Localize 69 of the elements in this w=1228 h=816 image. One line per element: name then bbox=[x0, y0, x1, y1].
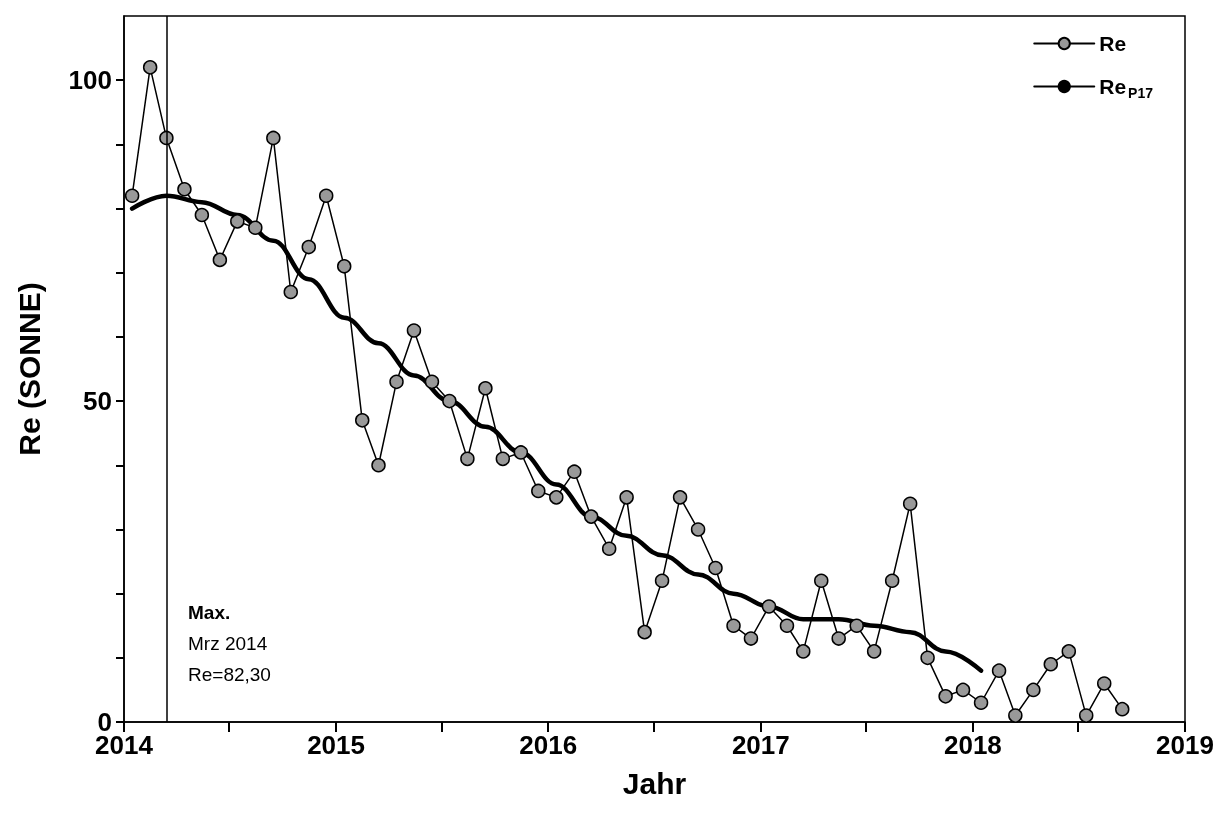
point bbox=[1043, 656, 1059, 672]
point bbox=[424, 374, 440, 390]
point bbox=[301, 239, 317, 255]
point bbox=[955, 682, 971, 698]
point bbox=[513, 445, 529, 460]
point bbox=[779, 618, 795, 633]
x-tick-label: 2016 bbox=[519, 730, 578, 760]
point bbox=[991, 663, 1007, 678]
point bbox=[902, 496, 918, 512]
point bbox=[938, 689, 953, 704]
point bbox=[531, 483, 546, 499]
point bbox=[194, 207, 210, 223]
point bbox=[619, 490, 634, 505]
point bbox=[212, 252, 228, 268]
y-axis-title: Re (SONNE) bbox=[12, 282, 46, 456]
point bbox=[849, 618, 864, 633]
annotation: Mrz 2014 bbox=[188, 633, 268, 654]
annotation: Max. bbox=[188, 602, 231, 623]
x-axis-title: Jahr bbox=[622, 766, 687, 800]
x-tick-label: 2017 bbox=[731, 730, 790, 760]
point bbox=[478, 381, 493, 396]
point bbox=[884, 573, 900, 589]
x-tick-label: 2018 bbox=[943, 730, 1002, 760]
x-tick-label: 2019 bbox=[1156, 730, 1214, 760]
point bbox=[672, 490, 688, 505]
point bbox=[230, 214, 245, 229]
point bbox=[124, 188, 140, 203]
point bbox=[920, 650, 935, 666]
legend-label: Re bbox=[1099, 32, 1127, 55]
point bbox=[177, 182, 192, 197]
point bbox=[442, 393, 457, 409]
point bbox=[814, 573, 829, 589]
annotation: Re=82,30 bbox=[188, 664, 271, 685]
point bbox=[389, 374, 404, 390]
point bbox=[1097, 676, 1112, 691]
point bbox=[1008, 708, 1023, 723]
point bbox=[726, 618, 741, 633]
point bbox=[495, 451, 511, 467]
point bbox=[1078, 708, 1094, 723]
point bbox=[318, 188, 334, 203]
point bbox=[796, 644, 811, 659]
point bbox=[248, 220, 263, 236]
point bbox=[690, 522, 706, 537]
point bbox=[142, 60, 158, 75]
y-tick-label: 100 bbox=[68, 65, 112, 96]
point bbox=[708, 560, 723, 576]
point bbox=[460, 451, 475, 467]
point bbox=[336, 259, 352, 274]
point bbox=[654, 573, 670, 589]
point bbox=[549, 490, 564, 505]
point bbox=[761, 599, 777, 614]
point bbox=[1061, 644, 1077, 659]
point bbox=[354, 413, 370, 428]
y-tick-label: 50 bbox=[83, 386, 112, 417]
point bbox=[583, 509, 599, 524]
point bbox=[831, 631, 846, 646]
point bbox=[371, 458, 386, 473]
point bbox=[973, 695, 989, 710]
point bbox=[637, 624, 652, 640]
point bbox=[266, 130, 281, 146]
point bbox=[567, 464, 582, 479]
point bbox=[406, 323, 422, 338]
point bbox=[283, 284, 299, 300]
x-tick-label: 2015 bbox=[307, 730, 366, 760]
point bbox=[743, 631, 759, 646]
point bbox=[866, 644, 882, 659]
point bbox=[601, 541, 617, 556]
point bbox=[1115, 701, 1130, 717]
point bbox=[1026, 682, 1041, 698]
